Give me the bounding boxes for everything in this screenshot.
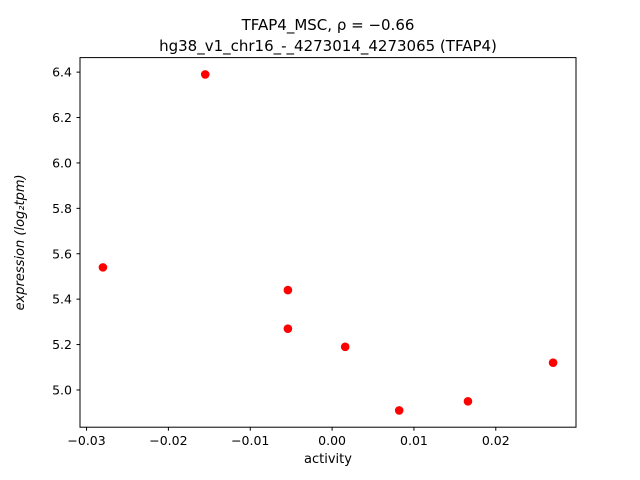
scatter-point bbox=[548, 358, 558, 368]
scatter-point bbox=[200, 70, 210, 79]
scatter-point bbox=[340, 342, 350, 352]
y-tick-label: 5.2 bbox=[52, 337, 72, 352]
y-axis-label: expression (log₂tpm) bbox=[13, 174, 28, 310]
scatter-point bbox=[283, 285, 293, 295]
y-tick-label: 5.6 bbox=[52, 246, 72, 261]
y-tick-label: 5.8 bbox=[52, 201, 72, 216]
x-tick-label: 0.00 bbox=[318, 433, 346, 448]
scatter-point bbox=[463, 397, 473, 406]
y-tick-label: 5.0 bbox=[52, 382, 72, 397]
y-tick-label: 6.0 bbox=[52, 155, 72, 170]
x-tick-label: 0.01 bbox=[400, 433, 428, 448]
chart-subtitle: hg38_v1_chr16_-_4273014_4273065 (TFAP4) bbox=[159, 37, 497, 56]
x-tick-label: −0.01 bbox=[231, 433, 269, 448]
chart-title: TFAP4_MSC, ρ = −0.66 bbox=[241, 16, 415, 35]
axes: −0.03 −0.02 −0.01 0.00 0.01 0.02 5.0 5.2 5.4 5.6 5… bbox=[52, 57, 577, 448]
x-tick-label: −0.02 bbox=[149, 433, 187, 448]
y-tick-label: 6.4 bbox=[52, 65, 72, 80]
scatter-point bbox=[98, 263, 108, 272]
data-points bbox=[98, 70, 558, 415]
x-tick-label: 0.02 bbox=[482, 433, 510, 448]
x-axis-label: activity bbox=[304, 452, 352, 467]
scatter-point bbox=[283, 324, 293, 333]
x-tick-label: −0.03 bbox=[67, 433, 105, 448]
y-tick-label: 5.4 bbox=[52, 292, 72, 307]
y-tick-label: 6.2 bbox=[52, 110, 72, 125]
scatter-point bbox=[394, 406, 404, 415]
